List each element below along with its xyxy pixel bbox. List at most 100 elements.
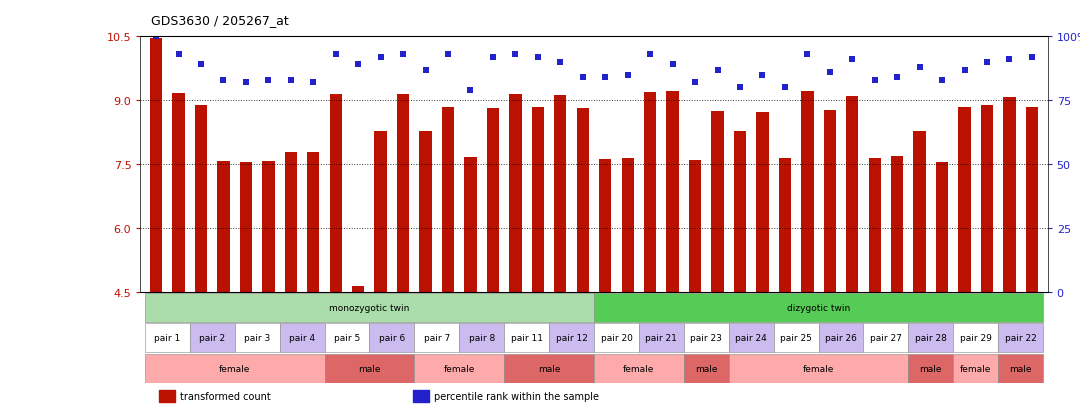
Bar	[729, 323, 773, 353]
Text: female: female	[802, 364, 834, 373]
Text: female: female	[960, 364, 991, 373]
Point	[440, 52, 457, 58]
Bar	[1003, 97, 1015, 293]
Point	[350, 62, 367, 69]
Point	[978, 59, 996, 66]
Bar	[684, 354, 729, 383]
Bar	[621, 159, 634, 293]
Point	[148, 34, 165, 40]
Bar	[954, 354, 998, 383]
Point	[282, 77, 299, 84]
Point	[238, 80, 255, 86]
Text: dizygotic twin: dizygotic twin	[787, 303, 850, 312]
Bar	[510, 95, 522, 293]
Text: pair 4: pair 4	[289, 334, 315, 342]
Bar	[352, 287, 364, 293]
Bar	[329, 95, 342, 293]
Point	[327, 52, 345, 58]
Bar	[307, 153, 320, 293]
Text: pair 25: pair 25	[780, 334, 812, 342]
Point	[417, 67, 434, 74]
Text: pair 20: pair 20	[600, 334, 633, 342]
Bar	[415, 354, 504, 383]
Bar	[729, 354, 908, 383]
Bar	[689, 161, 701, 293]
Bar	[531, 107, 544, 293]
Text: pair 2: pair 2	[199, 334, 226, 342]
Bar	[936, 163, 948, 293]
Point	[507, 52, 524, 58]
Bar	[756, 113, 769, 293]
Bar	[194, 106, 207, 293]
Bar	[594, 354, 684, 383]
Bar	[864, 323, 908, 353]
Bar	[240, 163, 252, 293]
Bar	[599, 159, 611, 293]
Bar	[504, 323, 549, 353]
Point	[1001, 57, 1018, 64]
Point	[664, 62, 681, 69]
Bar	[1026, 107, 1038, 293]
Point	[687, 80, 704, 86]
Bar	[801, 92, 813, 293]
Bar	[487, 109, 499, 293]
Bar	[954, 323, 998, 353]
Text: male: male	[538, 364, 561, 373]
Bar	[846, 97, 859, 293]
Point	[192, 62, 210, 69]
Text: male: male	[359, 364, 380, 373]
Point	[619, 72, 636, 79]
Bar	[577, 109, 589, 293]
Bar	[369, 323, 415, 353]
Bar	[280, 323, 324, 353]
Text: pair 7: pair 7	[423, 334, 450, 342]
Bar	[419, 131, 432, 293]
Text: pair 1: pair 1	[154, 334, 180, 342]
Bar	[819, 323, 864, 353]
Bar	[324, 323, 369, 353]
Bar	[779, 159, 791, 293]
Text: GDS3630 / 205267_at: GDS3630 / 205267_at	[151, 14, 289, 27]
Bar	[824, 110, 836, 293]
Point	[552, 59, 569, 66]
Point	[777, 85, 794, 92]
Text: pair 11: pair 11	[511, 334, 542, 342]
Text: pair 22: pair 22	[1004, 334, 1037, 342]
Bar	[998, 354, 1043, 383]
Point	[910, 64, 928, 71]
Bar	[594, 323, 639, 353]
Text: pair 29: pair 29	[960, 334, 991, 342]
Bar	[145, 323, 190, 353]
Point	[866, 77, 883, 84]
Text: pair 21: pair 21	[646, 334, 677, 342]
Text: female: female	[444, 364, 475, 373]
Point	[484, 55, 501, 61]
Point	[260, 77, 278, 84]
Text: percentile rank within the sample: percentile rank within the sample	[434, 391, 599, 401]
Text: female: female	[623, 364, 654, 373]
Text: pair 3: pair 3	[244, 334, 270, 342]
Bar	[773, 323, 819, 353]
Point	[799, 52, 816, 58]
Point	[575, 75, 592, 81]
Point	[843, 57, 861, 64]
Bar	[684, 323, 729, 353]
Bar	[459, 323, 504, 353]
Text: male: male	[919, 364, 942, 373]
Bar	[262, 162, 274, 293]
Text: female: female	[219, 364, 251, 373]
Bar	[908, 323, 954, 353]
Bar	[998, 323, 1043, 353]
Bar	[234, 323, 280, 353]
Bar	[958, 107, 971, 293]
Bar	[397, 95, 409, 293]
Point	[754, 72, 771, 79]
Bar	[464, 157, 476, 293]
Point	[596, 75, 613, 81]
Bar	[285, 152, 297, 293]
Point	[889, 75, 906, 81]
Text: pair 26: pair 26	[825, 334, 856, 342]
Text: pair 8: pair 8	[469, 334, 495, 342]
Text: pair 5: pair 5	[334, 334, 360, 342]
Bar	[145, 293, 594, 322]
